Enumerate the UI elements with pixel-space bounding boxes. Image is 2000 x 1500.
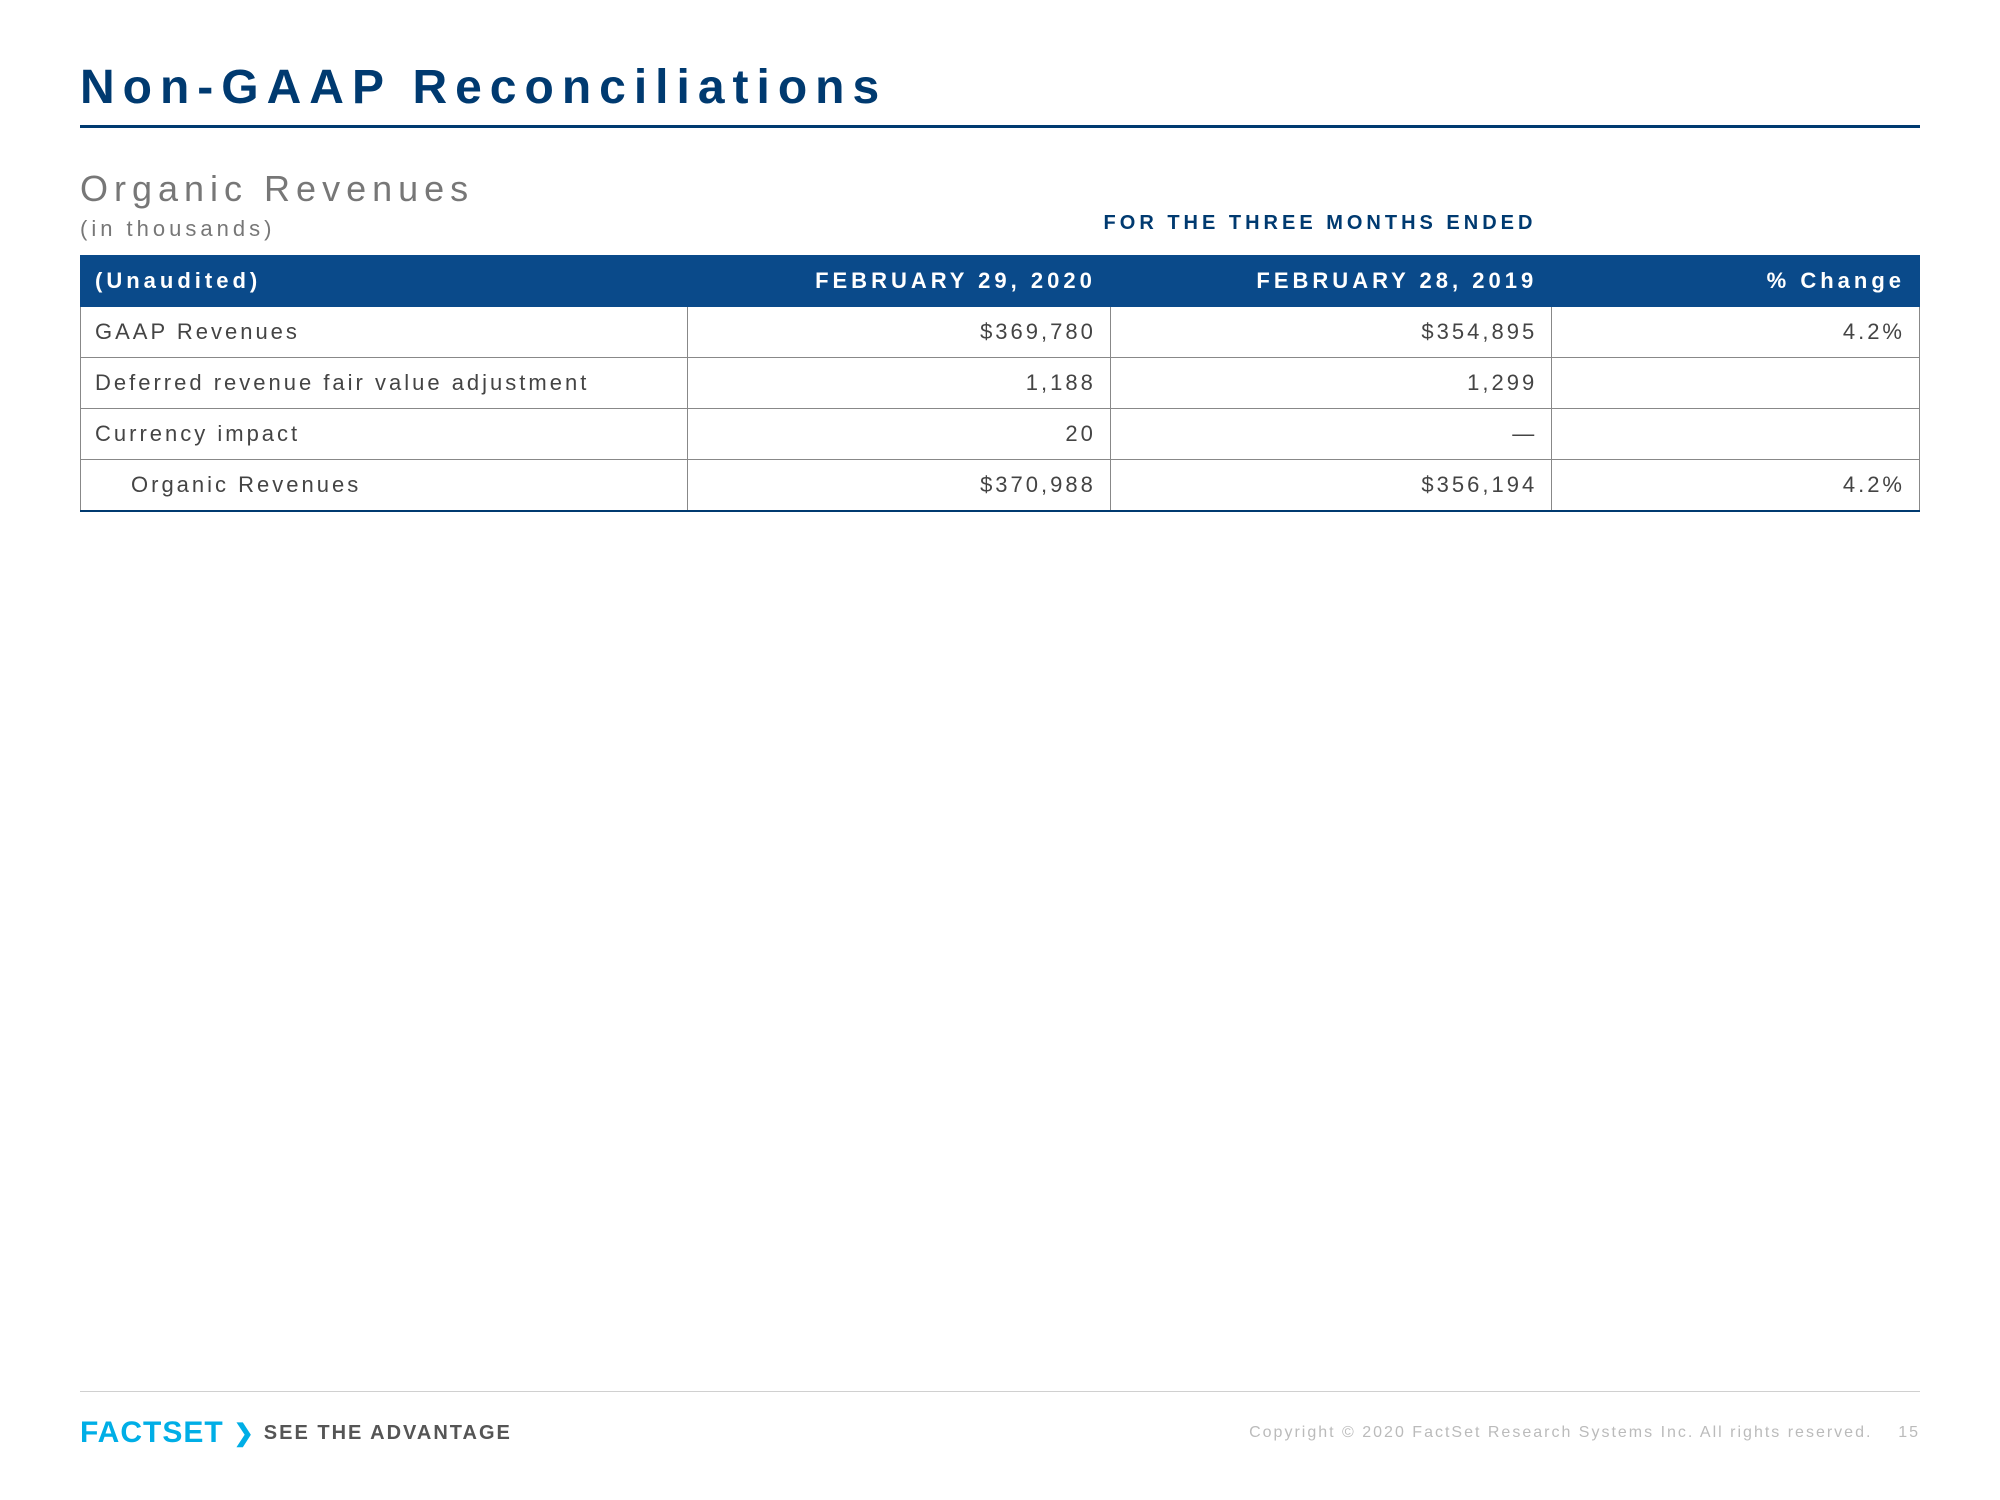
table-cell: 20 bbox=[687, 409, 1110, 460]
table-cell bbox=[1552, 409, 1920, 460]
copyright-text: Copyright © 2020 FactSet Research System… bbox=[1249, 1424, 1920, 1442]
page-number: 15 bbox=[1898, 1424, 1920, 1441]
brand-block: FACTSET ❯ SEE THE ADVANTAGE bbox=[80, 1416, 512, 1450]
table-cell: 1,188 bbox=[687, 358, 1110, 409]
factset-logo: FACTSET bbox=[80, 1416, 224, 1450]
section-subtitle: Organic Revenues bbox=[80, 168, 1920, 210]
table-cell: $354,895 bbox=[1110, 307, 1551, 358]
table-header-row: (Unaudited) FEBRUARY 29, 2020 FEBRUARY 2… bbox=[81, 256, 1920, 307]
footer: FACTSET ❯ SEE THE ADVANTAGE Copyright © … bbox=[80, 1391, 1920, 1450]
table-cell: GAAP Revenues bbox=[81, 307, 688, 358]
table-row: Deferred revenue fair value adjustment1,… bbox=[81, 358, 1920, 409]
table-cell bbox=[1552, 358, 1920, 409]
table-cell: Organic Revenues bbox=[81, 460, 688, 512]
table-body: GAAP Revenues$369,780$354,8954.2%Deferre… bbox=[81, 307, 1920, 512]
table-cell: Deferred revenue fair value adjustment bbox=[81, 358, 688, 409]
brand-tagline: SEE THE ADVANTAGE bbox=[264, 1422, 512, 1445]
table-row: Organic Revenues$370,988$356,1944.2% bbox=[81, 460, 1920, 512]
table-header-cell: FEBRUARY 29, 2020 bbox=[687, 256, 1110, 307]
table-cell: 4.2% bbox=[1552, 307, 1920, 358]
copyright-label: Copyright © 2020 FactSet Research System… bbox=[1249, 1424, 1872, 1441]
table-row: GAAP Revenues$369,780$354,8954.2% bbox=[81, 307, 1920, 358]
page-title: Non-GAAP Reconciliations bbox=[80, 60, 1920, 128]
period-label: FOR THE THREE MONTHS ENDED bbox=[720, 212, 1920, 235]
table-cell: 4.2% bbox=[1552, 460, 1920, 512]
table-cell: $369,780 bbox=[687, 307, 1110, 358]
table-cell: — bbox=[1110, 409, 1551, 460]
table-cell: $370,988 bbox=[687, 460, 1110, 512]
table-row: Currency impact20— bbox=[81, 409, 1920, 460]
table-header-cell: % Change bbox=[1552, 256, 1920, 307]
table-header-cell: FEBRUARY 28, 2019 bbox=[1110, 256, 1551, 307]
reconciliation-table: (Unaudited) FEBRUARY 29, 2020 FEBRUARY 2… bbox=[80, 255, 1920, 512]
table-cell: 1,299 bbox=[1110, 358, 1551, 409]
table-cell: $356,194 bbox=[1110, 460, 1551, 512]
slide-container: Non-GAAP Reconciliations Organic Revenue… bbox=[0, 0, 2000, 1500]
table-cell: Currency impact bbox=[81, 409, 688, 460]
table-header-cell: (Unaudited) bbox=[81, 256, 688, 307]
chevron-right-icon: ❯ bbox=[234, 1419, 254, 1448]
